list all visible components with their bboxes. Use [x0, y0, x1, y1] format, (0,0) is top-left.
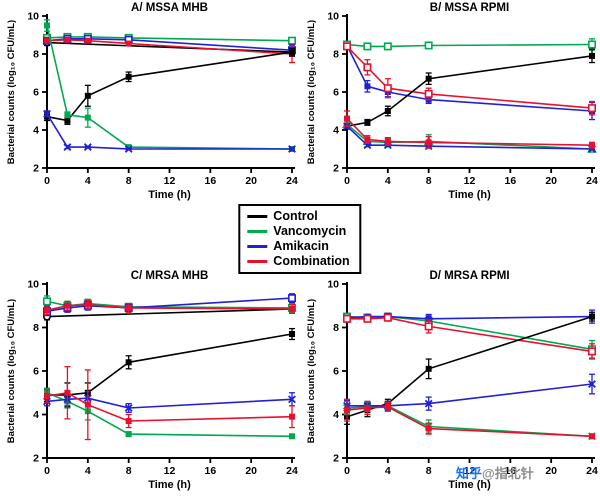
x-axis-label: Time (h): [148, 189, 191, 201]
x-tick-label: 12: [464, 465, 476, 477]
y-tick-label: 8: [33, 322, 39, 334]
x-tick-label: 16: [504, 465, 516, 477]
x-tick-label: 24: [586, 465, 598, 477]
y-tick-label: 2: [33, 163, 39, 175]
x-tick-label: 16: [204, 465, 216, 477]
x-tick-label: 4: [385, 175, 391, 187]
legend-item-combination: Combination: [247, 254, 350, 269]
x-tick-label: 8: [426, 175, 432, 187]
y-tick-label: 4: [333, 125, 339, 137]
y-tick-label: 8: [33, 49, 39, 61]
y-tick-label: 10: [327, 11, 339, 23]
legend-swatch: [247, 244, 268, 249]
x-tick-label: 0: [344, 465, 350, 477]
y-tick-label: 2: [333, 453, 339, 465]
x-tick-label: 16: [204, 175, 216, 187]
legend-label: Amikacin: [273, 239, 329, 253]
y-tick-label: 2: [33, 453, 39, 465]
x-tick-label: 20: [245, 465, 257, 477]
y-axis-label: Bacterial counts (log₁₀ CFU/mL): [306, 299, 317, 443]
x-tick-label: 24: [586, 175, 598, 187]
legend-label: Control: [273, 209, 318, 223]
watermark-brand: 知乎: [456, 466, 483, 481]
y-tick-label: 10: [27, 11, 39, 23]
chart-panel-mssa-rpmi: 2 4 6 8 10 0 4 8 12 16 20 24 B/ MSSA RPMI Time (h) Bac…: [300, 0, 600, 211]
x-tick-label: 20: [545, 465, 557, 477]
x-tick-label: 24: [286, 465, 298, 477]
x-tick-label: 4: [85, 175, 91, 187]
x-tick-label: 20: [545, 175, 557, 187]
y-axis-label: Bacterial counts (log₁₀ CFU/mL): [6, 299, 17, 443]
y-tick-label: 2: [333, 163, 339, 175]
x-tick-label: 24: [286, 175, 298, 187]
x-axis-label: Time (h): [448, 189, 491, 201]
y-axis-label: Bacterial counts (log₁₀ CFU/mL): [306, 20, 317, 164]
y-tick-label: 10: [327, 279, 339, 291]
panel-title: D/ MRSA RPMI: [429, 270, 509, 282]
y-tick-label: 4: [333, 409, 339, 421]
y-tick-label: 6: [33, 87, 39, 99]
y-tick-label: 4: [33, 409, 39, 421]
x-axis-label: Time (h): [448, 479, 491, 491]
chart-panel-mssa-mhb: 2 4 6 8 10 0 4 8 12 16 20 24 A/ MSSA MHB Time (h) Bact…: [0, 0, 300, 211]
x-tick-label: 16: [504, 175, 516, 187]
y-tick-label: 6: [333, 87, 339, 99]
panel-title: A/ MSSA MHB: [131, 2, 208, 14]
watermark-handle: @指北针: [482, 466, 534, 481]
y-tick-label: 4: [33, 125, 39, 137]
y-tick-label: 8: [333, 322, 339, 334]
legend-swatch: [247, 259, 268, 264]
legend-item-control: Control: [247, 209, 349, 224]
chart-panel-mrsa-mhb: 2 4 6 8 10 0 4 8 12 16 20 24 C/ MRSA MHB Time (h) Bact…: [0, 268, 300, 498]
x-tick-label: 12: [164, 465, 176, 477]
x-tick-label: 8: [126, 175, 132, 187]
legend: Control Vancomycin Amikacin Combination: [238, 204, 362, 274]
x-tick-label: 8: [426, 465, 432, 477]
legend-swatch: [247, 214, 268, 219]
x-axis-label: Time (h): [148, 479, 191, 491]
y-tick-label: 10: [27, 279, 39, 291]
panel-title: B/ MSSA RPMI: [430, 2, 509, 14]
legend-label: Combination: [273, 254, 350, 268]
y-tick-label: 6: [333, 366, 339, 378]
y-tick-label: 8: [333, 49, 339, 61]
x-tick-label: 12: [164, 175, 176, 187]
x-tick-label: 20: [245, 175, 257, 187]
panel-title: C/ MRSA MHB: [131, 270, 209, 282]
y-axis-label: Bacterial counts (log₁₀ CFU/mL): [6, 20, 17, 164]
y-tick-label: 6: [33, 366, 39, 378]
x-tick-label: 4: [85, 465, 91, 477]
legend-item-vancomycin: Vancomycin: [247, 224, 349, 239]
legend-label: Vancomycin: [273, 224, 347, 238]
x-tick-label: 0: [344, 175, 350, 187]
watermark: 知乎@指北针: [456, 463, 534, 482]
x-tick-label: 12: [464, 175, 476, 187]
chart-panel-mrsa-rpmi: 2 4 6 8 10 0 4 8 12 16 20 24 D/ MRSA RPMI Time (h) Bac…: [300, 268, 600, 498]
x-tick-label: 8: [126, 465, 132, 477]
x-tick-label: 4: [385, 465, 391, 477]
x-tick-label: 0: [44, 465, 50, 477]
legend-item-amikacin: Amikacin: [247, 239, 349, 254]
legend-swatch: [247, 229, 268, 234]
x-tick-label: 0: [44, 175, 50, 187]
